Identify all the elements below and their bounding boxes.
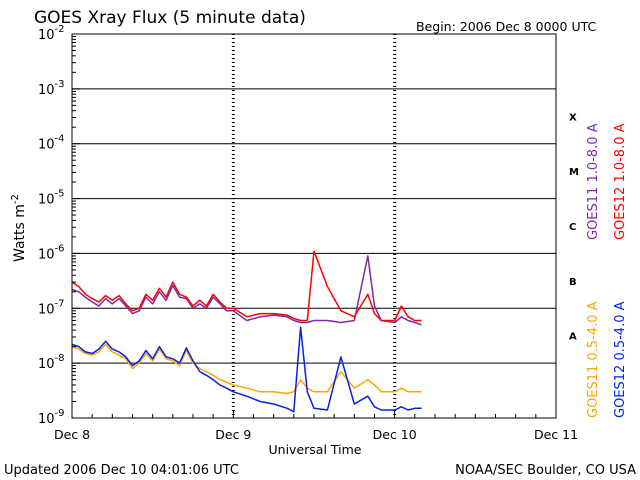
y-tick-base: 10 bbox=[38, 357, 55, 372]
y-tick-base: 10 bbox=[38, 28, 55, 43]
flare-class-label: M bbox=[569, 167, 579, 178]
legend-entry: GOES12 1.0-8.0 A bbox=[613, 123, 628, 240]
y-tick-label: 10-9 bbox=[38, 408, 65, 427]
legend-entry: GOES11 1.0-8.0 A bbox=[586, 123, 601, 240]
y-axis-ticks: 10-910-810-710-610-510-410-310-2 bbox=[38, 24, 80, 427]
y-axis-label-exponent: -2 bbox=[10, 194, 21, 204]
updated-timestamp: Updated 2006 Dec 10 04:01:06 UTC bbox=[4, 463, 239, 478]
y-tick-label: 10-6 bbox=[38, 243, 65, 262]
x-axis-ticks: Dec 8 Dec 9 Dec 10 Dec 11 bbox=[54, 410, 578, 442]
y-tick-exponent: -7 bbox=[55, 298, 65, 309]
y-tick-base: 10 bbox=[38, 83, 55, 98]
y-tick-exponent: -4 bbox=[55, 134, 65, 145]
y-tick-base: 10 bbox=[38, 193, 55, 208]
series-line bbox=[71, 343, 422, 395]
y-tick-base: 10 bbox=[38, 247, 55, 262]
flare-class-label: A bbox=[569, 332, 577, 343]
y-tick-label: 10-7 bbox=[38, 298, 65, 317]
data-series bbox=[71, 250, 422, 413]
x-axis-label: Universal Time bbox=[269, 442, 362, 457]
y-tick-exponent: -8 bbox=[55, 353, 65, 364]
y-tick-base: 10 bbox=[38, 302, 55, 317]
legend: GOES11 1.0-8.0 A GOES12 1.0-8.0 A GOES11 0… bbox=[586, 123, 628, 418]
y-tick-label: 10-3 bbox=[38, 79, 65, 98]
y-tick-label: 10-5 bbox=[38, 189, 65, 208]
y-tick-label: 10-4 bbox=[38, 134, 65, 153]
series-line bbox=[71, 326, 422, 413]
y-tick-exponent: -6 bbox=[55, 243, 65, 254]
series-line bbox=[71, 255, 422, 326]
y-tick-exponent: -5 bbox=[55, 189, 65, 200]
flare-class-labels: A B C M X bbox=[569, 112, 579, 342]
y-axis-label-text: Watts m bbox=[12, 204, 28, 262]
y-tick-exponent: -9 bbox=[55, 408, 65, 419]
x-tick-label: Dec 9 bbox=[215, 427, 251, 442]
chart-title: GOES Xray Flux (5 minute data) bbox=[34, 8, 306, 28]
begin-time-label: Begin: 2006 Dec 8 0000 UTC bbox=[416, 19, 596, 34]
x-tick-label: Dec 11 bbox=[534, 427, 578, 442]
y-tick-label: 10-2 bbox=[38, 24, 65, 43]
grid-lines bbox=[72, 34, 556, 418]
series-line bbox=[71, 250, 422, 322]
y-tick-base: 10 bbox=[38, 412, 55, 427]
y-tick-exponent: -2 bbox=[55, 24, 65, 35]
flare-class-label: C bbox=[569, 222, 576, 233]
flare-class-label: B bbox=[569, 277, 577, 288]
x-tick-label: Dec 8 bbox=[54, 427, 90, 442]
flare-class-label: X bbox=[569, 112, 577, 123]
y-tick-exponent: -3 bbox=[55, 79, 65, 90]
y-axis-label: Watts m-2 bbox=[10, 194, 28, 262]
y-tick-base: 10 bbox=[38, 138, 55, 153]
x-tick-label: Dec 10 bbox=[373, 427, 417, 442]
legend-entry: GOES11 0.5-4.0 A bbox=[586, 301, 601, 418]
legend-entry: GOES12 0.5-4.0 A bbox=[613, 301, 628, 418]
y-tick-label: 10-8 bbox=[38, 353, 65, 372]
attribution: NOAA/SEC Boulder, CO USA bbox=[455, 463, 636, 478]
